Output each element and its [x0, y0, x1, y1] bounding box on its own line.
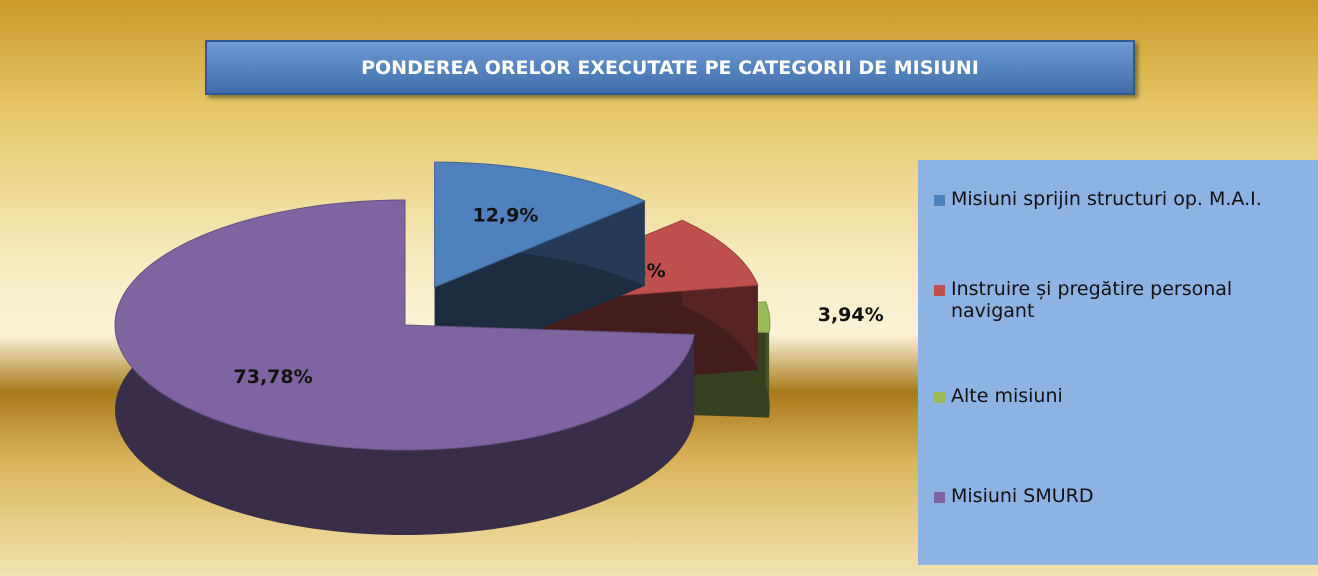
- legend-item: Instruire și pregătire personal navigant: [934, 278, 1314, 322]
- legend-label: Misiuni sprijin structuri op. M.A.I.: [951, 188, 1262, 210]
- chart-title: PONDEREA ORELOR EXECUTATE PE CATEGORII D…: [205, 40, 1135, 95]
- legend-swatch: [934, 195, 945, 206]
- legend-item: Alte misiuni: [934, 385, 1314, 407]
- legend-swatch: [934, 392, 945, 403]
- legend-label: Misiuni SMURD: [951, 485, 1094, 507]
- slice: [434, 161, 646, 288]
- slice: [114, 199, 695, 535]
- pie-area: 3,94%9,38%12,9%73,78%: [114, 161, 884, 535]
- legend-swatch: [934, 285, 945, 296]
- legend-item: Misiuni sprijin structuri op. M.A.I.: [934, 188, 1314, 210]
- legend-label: Instruire și pregătire personal navigant: [951, 278, 1233, 322]
- slice: [114, 199, 695, 451]
- legend-item: Misiuni SMURD: [934, 485, 1314, 507]
- data-label: 3,94%: [818, 304, 884, 326]
- legend: Misiuni sprijin structuri op. M.A.I. Inst…: [918, 160, 1318, 565]
- legend-swatch: [934, 492, 945, 503]
- data-label: 12,9%: [472, 204, 538, 226]
- legend-label: Alte misiuni: [951, 385, 1063, 407]
- data-label: 73,78%: [234, 366, 313, 388]
